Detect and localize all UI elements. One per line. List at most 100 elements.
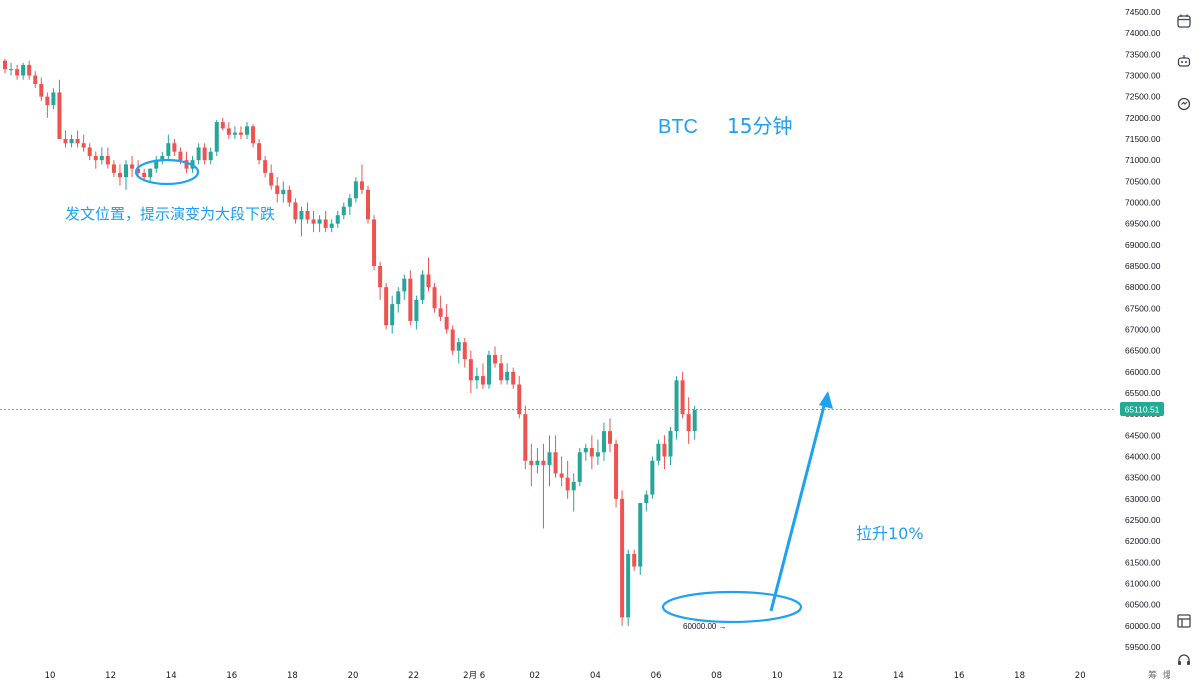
candle-body (535, 460, 540, 465)
candle-body (130, 164, 135, 169)
y-tick-label: 69500.00 (1125, 219, 1161, 229)
y-tick-label: 64000.00 (1125, 452, 1161, 462)
calendar-icon[interactable] (1174, 11, 1194, 31)
y-tick-label: 60500.00 (1125, 600, 1161, 610)
x-corner-label-2: 爆 (1163, 669, 1172, 681)
candle-body (69, 139, 74, 144)
x-tick-label: 14 (893, 671, 904, 681)
candle-body (299, 210, 304, 220)
candle-body (353, 181, 358, 199)
candle-body (245, 126, 249, 135)
candle-body (93, 155, 98, 161)
y-tick-label: 70500.00 (1125, 176, 1161, 186)
candle-body (57, 92, 62, 139)
candle-body (565, 477, 570, 491)
y-tick-label: 73000.00 (1125, 71, 1161, 81)
x-corner-label-1: 筹 (1148, 669, 1157, 681)
candle-body (196, 147, 201, 161)
rise-arrow-head (819, 391, 833, 409)
candle-body (305, 210, 310, 220)
candle-body (148, 168, 153, 178)
x-tick-label: 18 (1014, 671, 1025, 681)
y-tick-label: 67000.00 (1125, 325, 1161, 335)
candle-body (614, 443, 619, 499)
candle-body (390, 304, 395, 326)
x-tick-label: 08 (711, 671, 722, 681)
candle-body (674, 380, 679, 432)
candle-body (632, 553, 637, 567)
candle-body (668, 431, 673, 457)
candle-body (257, 143, 262, 161)
candle-body (136, 168, 141, 173)
low-marker: 60000.00 → (683, 622, 727, 631)
candle-body (620, 498, 625, 618)
y-tick-label: 71500.00 (1125, 134, 1161, 144)
candle-body (541, 460, 546, 465)
candle-body (456, 342, 461, 351)
candle-body (396, 291, 401, 305)
candle-body (27, 64, 32, 76)
y-tick-label: 65500.00 (1125, 388, 1161, 398)
x-tick-label: 18 (287, 671, 298, 681)
candle-body (680, 380, 685, 415)
candle-body (178, 151, 183, 161)
candles-layer (3, 58, 697, 626)
candle-body (505, 371, 510, 381)
post-position-ellipse (134, 158, 200, 186)
candle-body (577, 452, 582, 482)
candle-body (202, 147, 207, 161)
rise-arrow-shaft (769, 401, 827, 612)
candle-body (214, 122, 219, 152)
candle-body (511, 371, 516, 385)
candle-body (281, 189, 286, 195)
candle-body (608, 431, 612, 444)
candle-body (493, 354, 498, 364)
x-tick-label: 2月 6 (463, 671, 485, 681)
candle-body (402, 278, 407, 292)
x-tick-label: 12 (832, 671, 843, 681)
settings-cycle-icon[interactable] (1174, 94, 1194, 114)
candle-body (81, 143, 86, 148)
candle-body (366, 189, 370, 220)
candle-body (480, 376, 485, 385)
candle-body (426, 274, 431, 288)
robot-icon[interactable] (1174, 51, 1194, 71)
post-position-note: 发文位置，提示演变为大段下跌 (65, 205, 275, 223)
candle-body (499, 363, 504, 381)
right-toolbar (1170, 0, 1199, 684)
candle-body (547, 452, 552, 465)
x-tick-label: 02 (529, 671, 540, 681)
candle-body (420, 274, 425, 300)
candle-body (287, 189, 292, 203)
y-tick-label: 67500.00 (1125, 303, 1161, 313)
y-tick-label: 60000.00 (1125, 621, 1161, 631)
y-tick-label: 66500.00 (1125, 346, 1161, 356)
layout-icon[interactable] (1174, 611, 1194, 631)
candle-body (3, 60, 7, 70)
candle-body (263, 160, 268, 173)
candle-body (589, 448, 594, 457)
headset-icon[interactable] (1174, 650, 1194, 670)
x-tick-label: 10 (772, 671, 783, 681)
y-tick-label: 61500.00 (1125, 557, 1161, 567)
candle-body (275, 185, 280, 195)
candle-body (559, 473, 564, 478)
y-tick-label: 59500.00 (1125, 642, 1161, 652)
candle-body (595, 452, 600, 457)
candle-body (251, 126, 256, 144)
candle-body (33, 75, 38, 84)
candle-body (408, 278, 413, 322)
candle-body (39, 83, 44, 97)
y-tick-label: 62500.00 (1125, 515, 1161, 525)
candle-body (238, 132, 243, 135)
candle-body (311, 219, 316, 224)
y-tick-label: 74000.00 (1125, 28, 1161, 38)
y-tick-label: 61000.00 (1125, 579, 1161, 589)
candle-body (160, 155, 165, 161)
x-tick-label: 12 (105, 671, 116, 681)
candle-body (553, 452, 558, 474)
candle-body (650, 460, 655, 495)
candle-body (323, 219, 328, 228)
candle-body (154, 160, 159, 169)
y-tick-label: 66000.00 (1125, 367, 1161, 377)
